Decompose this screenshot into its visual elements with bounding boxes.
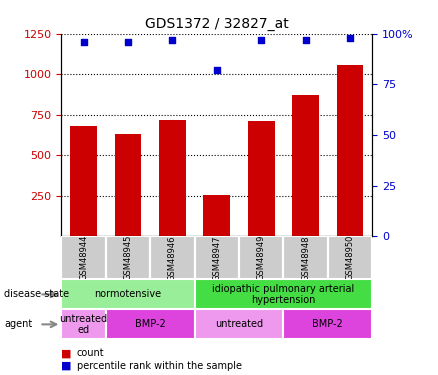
Bar: [239, 236, 283, 279]
Text: idiopathic pulmonary arterial
hypertension: idiopathic pulmonary arterial hypertensi…: [212, 284, 355, 305]
Text: GSM48950: GSM48950: [346, 235, 355, 280]
Bar: [61, 279, 194, 309]
Bar: [248, 121, 275, 236]
Bar: [159, 120, 186, 236]
Point: [169, 37, 176, 43]
Bar: [194, 279, 372, 309]
Text: count: count: [77, 348, 104, 358]
Bar: [194, 309, 283, 339]
Bar: [292, 95, 319, 236]
Text: GSM48945: GSM48945: [124, 235, 132, 280]
Text: ■: ■: [61, 348, 72, 358]
Text: GSM48946: GSM48946: [168, 235, 177, 280]
Bar: [337, 65, 364, 236]
Bar: [283, 236, 328, 279]
Bar: [106, 236, 150, 279]
Bar: [194, 236, 239, 279]
Point: [346, 35, 353, 41]
Point: [302, 37, 309, 43]
Text: GSM48947: GSM48947: [212, 235, 221, 280]
Point: [124, 39, 131, 45]
Text: BMP-2: BMP-2: [135, 320, 166, 329]
Bar: [115, 134, 141, 236]
Text: untreated
ed: untreated ed: [60, 314, 108, 335]
Text: GSM48944: GSM48944: [79, 235, 88, 280]
Point: [80, 39, 87, 45]
Text: BMP-2: BMP-2: [312, 320, 343, 329]
Text: untreated: untreated: [215, 320, 263, 329]
Text: disease state: disease state: [4, 290, 70, 299]
Bar: [150, 236, 194, 279]
Text: normotensive: normotensive: [95, 290, 162, 299]
Text: agent: agent: [4, 320, 32, 329]
Title: GDS1372 / 32827_at: GDS1372 / 32827_at: [145, 17, 289, 32]
Bar: [106, 309, 194, 339]
Bar: [61, 309, 106, 339]
Bar: [283, 309, 372, 339]
Point: [258, 37, 265, 43]
Text: GSM48949: GSM48949: [257, 235, 266, 280]
Bar: [204, 195, 230, 236]
Text: ■: ■: [61, 361, 72, 370]
Text: GSM48948: GSM48948: [301, 235, 310, 280]
Bar: [61, 236, 106, 279]
Text: percentile rank within the sample: percentile rank within the sample: [77, 361, 242, 370]
Bar: [328, 236, 372, 279]
Point: [213, 67, 220, 73]
Bar: [70, 126, 97, 236]
